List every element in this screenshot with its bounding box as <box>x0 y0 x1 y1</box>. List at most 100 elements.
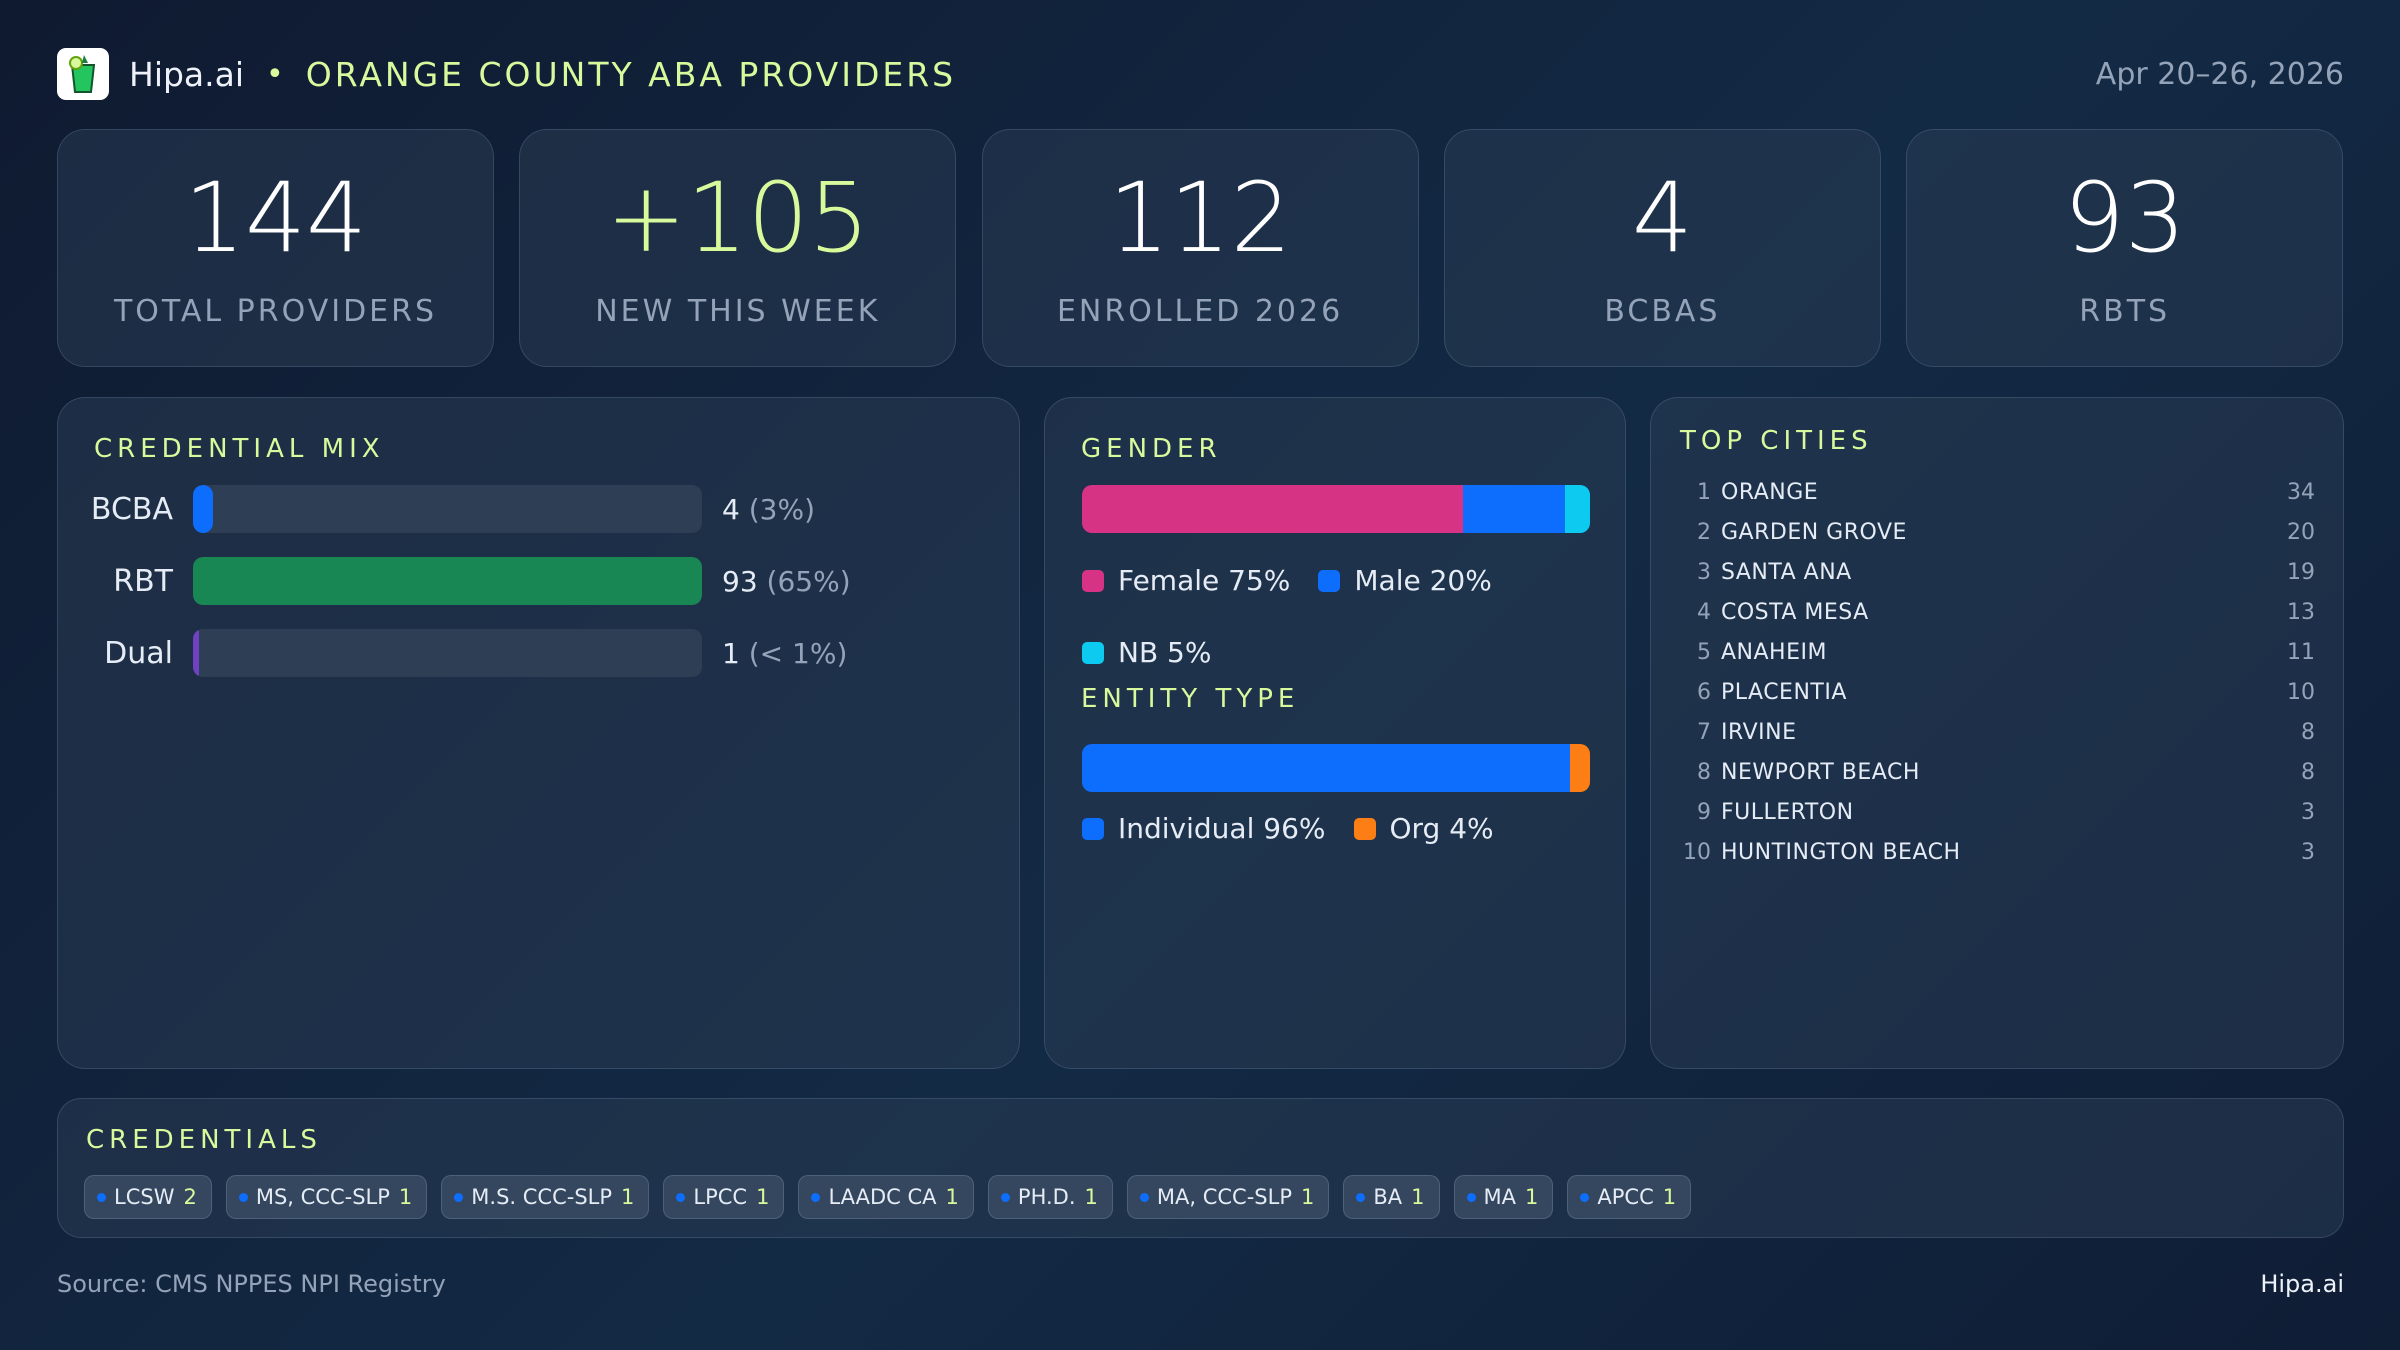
chip-label: LCSW <box>114 1185 175 1209</box>
kpi-card: 93 RBTS <box>1906 129 2344 367</box>
list-item: 4 COSTA MESA 13 <box>1673 592 2315 632</box>
city-count: 3 <box>2301 839 2315 865</box>
credentials-panel: CREDENTIALS LCSW 2 MS, CCC-SLP 1 M.S. CCC-SL… <box>57 1098 2344 1238</box>
chip-count: 1 <box>945 1185 959 1209</box>
legend-item: Individual 96% <box>1082 796 1326 862</box>
credential-chip[interactable]: LPCC 1 <box>663 1175 785 1219</box>
credential-chip[interactable]: MA 1 <box>1453 1175 1554 1219</box>
city-rank: 3 <box>1697 559 1711 585</box>
city-rank: 6 <box>1697 679 1711 705</box>
bar-fill <box>193 485 214 533</box>
bullet-icon <box>454 1192 464 1202</box>
chip-label: M.S. CCC-SLP <box>471 1185 613 1209</box>
row-value: 4 (3%) <box>722 493 815 526</box>
kpi-value: 112 <box>1108 162 1292 274</box>
city-rank: 5 <box>1697 639 1711 665</box>
bullet-icon <box>1580 1192 1590 1202</box>
city-rank: 7 <box>1697 719 1711 745</box>
list-item: 1 ORANGE 34 <box>1673 472 2315 512</box>
legend-item: Male 20% <box>1318 548 1492 614</box>
chip-count: 1 <box>398 1185 413 1209</box>
legend-swatch <box>1082 642 1104 664</box>
bullet-icon <box>1356 1192 1366 1202</box>
chip-label: MA, CCC-SLP <box>1156 1185 1292 1209</box>
row-value: 1 (< 1%) <box>722 637 847 670</box>
legend-swatch <box>1353 818 1376 840</box>
city-count: 3 <box>2301 799 2315 825</box>
city-count: 20 <box>2287 519 2315 545</box>
credential-mix-row: Dual 1 (< 1%) <box>58 629 1019 677</box>
city-count: 19 <box>2287 559 2315 585</box>
bullet-icon <box>97 1192 106 1202</box>
city-count: 10 <box>2287 679 2315 705</box>
city-name: HUNTINGTON BEACH <box>1721 839 1961 865</box>
city-count: 11 <box>2287 639 2315 665</box>
city-name: FULLERTON <box>1721 799 1854 825</box>
top-cities-panel: TOP CITIES 1 ORANGE 34 2 GARDEN GROVE 20 3 SANT… <box>1650 397 2344 1069</box>
city-name: NEWPORT BEACH <box>1721 759 1920 785</box>
bar-segment <box>1082 744 1570 792</box>
chip-count: 2 <box>183 1185 197 1209</box>
city-rank: 1 <box>1697 479 1711 505</box>
percent: (65%) <box>766 564 851 598</box>
list-item: 2 GARDEN GROVE 20 <box>1673 512 2315 552</box>
bar-segment <box>1463 485 1565 533</box>
kpi-label: TOTAL PROVIDERS <box>113 294 438 329</box>
gender-title: GENDER <box>1081 434 1222 464</box>
credential-mix-panel: CREDENTIAL MIX BCBA 4 (3%) RBT 93 (65%) Dual… <box>57 397 1020 1069</box>
credential-chip[interactable]: MS, CCC-SLP 1 <box>225 1175 428 1219</box>
top-cities-title: TOP CITIES <box>1680 426 1873 456</box>
city-rank: 10 <box>1683 839 1711 865</box>
bullet-icon <box>1466 1192 1476 1202</box>
credential-chip[interactable]: MA, CCC-SLP 1 <box>1126 1175 1330 1219</box>
chip-label: BA <box>1373 1185 1403 1209</box>
city-count: 34 <box>2287 479 2315 505</box>
kpi-card: 4 BCBAS <box>1443 129 1881 367</box>
chip-count: 1 <box>756 1185 770 1209</box>
entity-legend: Individual 96% Org 4% <box>1082 796 1602 868</box>
kpi-value: 4 <box>1631 162 1693 274</box>
credential-chip[interactable]: M.S. CCC-SLP 1 <box>441 1175 650 1219</box>
city-name: ORANGE <box>1721 479 1819 505</box>
row-label: BCBA <box>90 491 173 527</box>
separator-dot: • <box>266 56 284 92</box>
legend-label: Individual 96% <box>1118 812 1326 845</box>
bar-segment <box>1564 485 1590 533</box>
kpi-value: +105 <box>605 162 870 274</box>
legend-label: Female 75% <box>1118 564 1291 597</box>
legend-item: Org 4% <box>1353 796 1494 862</box>
bar-segment <box>1569 744 1590 792</box>
list-item: 10 HUNTINGTON BEACH 3 <box>1673 832 2315 872</box>
credential-chip[interactable]: PH.D. 1 <box>987 1175 1113 1219</box>
bullet-icon <box>1139 1192 1149 1202</box>
legend-swatch <box>1082 570 1104 592</box>
panel-title: CREDENTIAL MIX <box>94 434 385 464</box>
kpi-label: BCBAS <box>1604 294 1721 329</box>
city-rank: 8 <box>1697 759 1711 785</box>
chip-count: 1 <box>1301 1185 1315 1209</box>
legend-item: Female 75% <box>1082 548 1290 614</box>
chip-label: MS, CCC-SLP <box>255 1185 390 1209</box>
city-rank: 9 <box>1697 799 1711 825</box>
city-name: COSTA MESA <box>1721 599 1869 625</box>
list-item: 6 PLACENTIA 10 <box>1673 672 2315 712</box>
kpi-value: 144 <box>183 162 368 274</box>
chip-count: 1 <box>1525 1185 1539 1209</box>
bullet-icon <box>811 1192 821 1202</box>
chip-count: 1 <box>1411 1185 1425 1209</box>
credential-chip[interactable]: APCC 1 <box>1567 1175 1692 1219</box>
date-range: Apr 20–26, 2026 <box>2095 56 2344 92</box>
credential-chip[interactable]: LCSW 2 <box>84 1175 212 1219</box>
city-name: ANAHEIM <box>1721 639 1827 665</box>
credential-chip[interactable]: BA 1 <box>1343 1175 1440 1219</box>
entity-stacked-bar <box>1082 744 1590 792</box>
legend-swatch <box>1082 818 1104 840</box>
source-note: Source: CMS NPPES NPI Registry <box>57 1270 446 1298</box>
chip-label: LAADC CA <box>828 1185 937 1209</box>
row-label: Dual <box>104 635 173 671</box>
bar-track <box>193 557 702 605</box>
kpi-label: ENROLLED 2026 <box>1056 294 1344 329</box>
gender-entity-panel: GENDER Female 75% Male 20% NB 5% ENTITY TY… <box>1044 397 1626 1069</box>
chip-count: 1 <box>621 1185 635 1209</box>
credential-chip[interactable]: LAADC CA 1 <box>798 1175 974 1219</box>
